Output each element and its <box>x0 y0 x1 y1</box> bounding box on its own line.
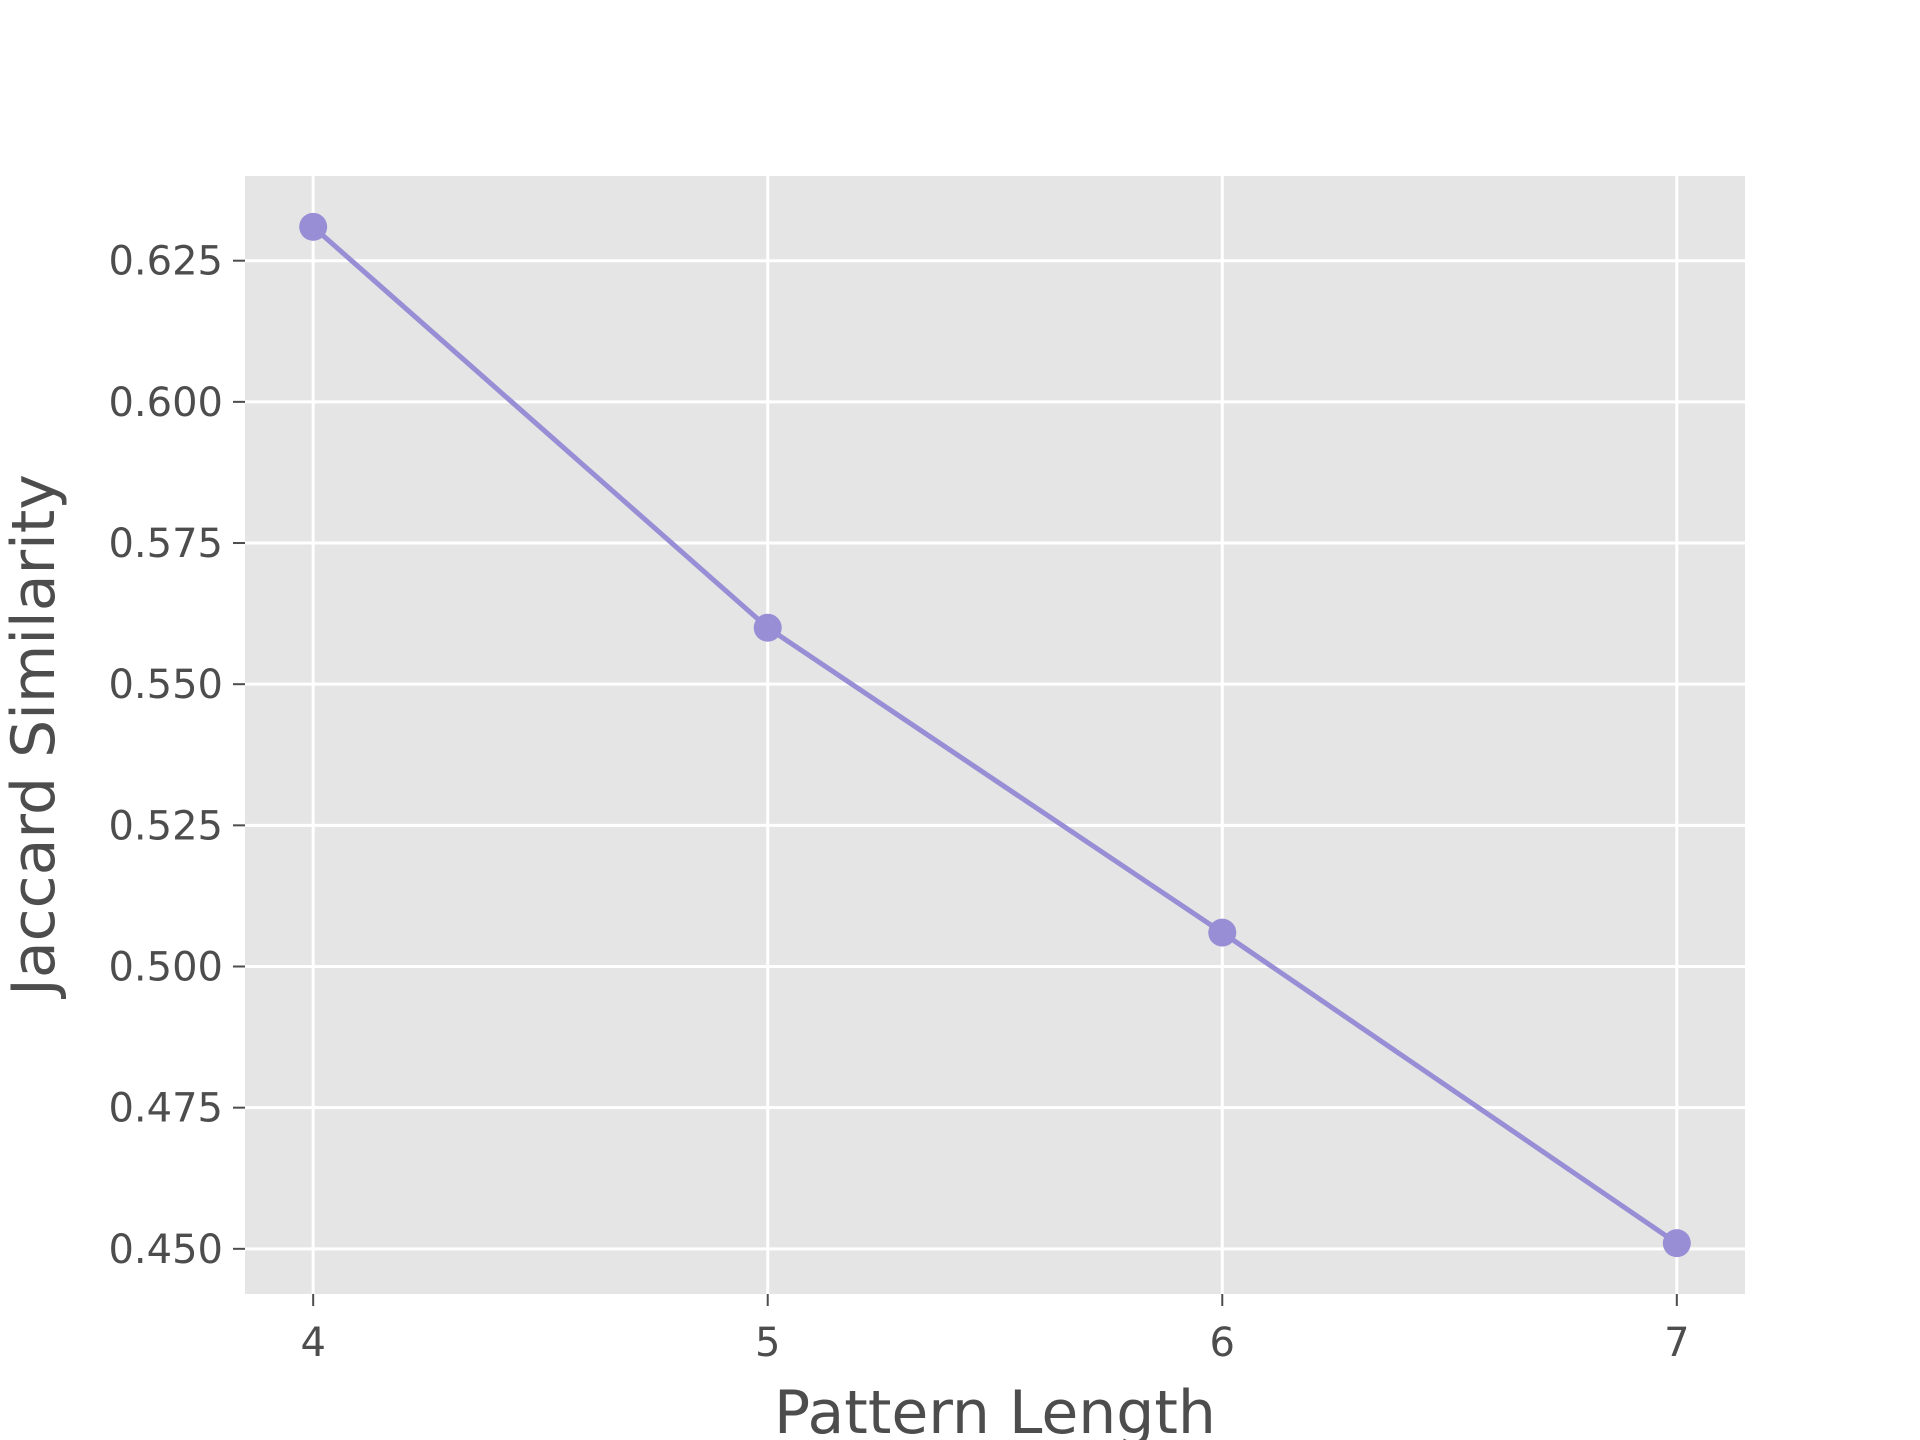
x-tick-label: 5 <box>755 1320 780 1366</box>
x-tick-label: 4 <box>300 1320 325 1366</box>
y-tick-label: 0.450 <box>108 1227 223 1273</box>
y-tick-label: 0.525 <box>108 803 223 849</box>
y-tick-label: 0.625 <box>108 239 223 285</box>
y-axis-ticks: 0.450 0.475 0.500 0.525 0.550 0.575 0.600 0.625 <box>108 239 245 1273</box>
y-tick-label: 0.600 <box>108 380 223 426</box>
data-point <box>1208 918 1237 947</box>
series-group <box>299 212 1691 1258</box>
series-line <box>311 224 1679 1246</box>
plot-background <box>245 176 1745 1294</box>
y-tick-label: 0.575 <box>108 521 223 567</box>
x-axis-ticks: 4 5 6 7 <box>300 1294 1690 1366</box>
data-point <box>1662 1229 1691 1258</box>
y-tick-label: 0.500 <box>108 945 223 991</box>
grid-lines <box>245 176 1745 1294</box>
y-tick-label: 0.550 <box>108 662 223 708</box>
data-point <box>299 212 328 241</box>
x-tick-label: 7 <box>1664 1320 1689 1366</box>
x-axis-label: Pattern Length <box>774 1378 1216 1440</box>
data-point <box>753 613 782 642</box>
y-axis-label: Jaccard Similarity <box>0 474 69 1000</box>
y-tick-label: 0.475 <box>108 1086 223 1132</box>
x-tick-label: 6 <box>1210 1320 1235 1366</box>
